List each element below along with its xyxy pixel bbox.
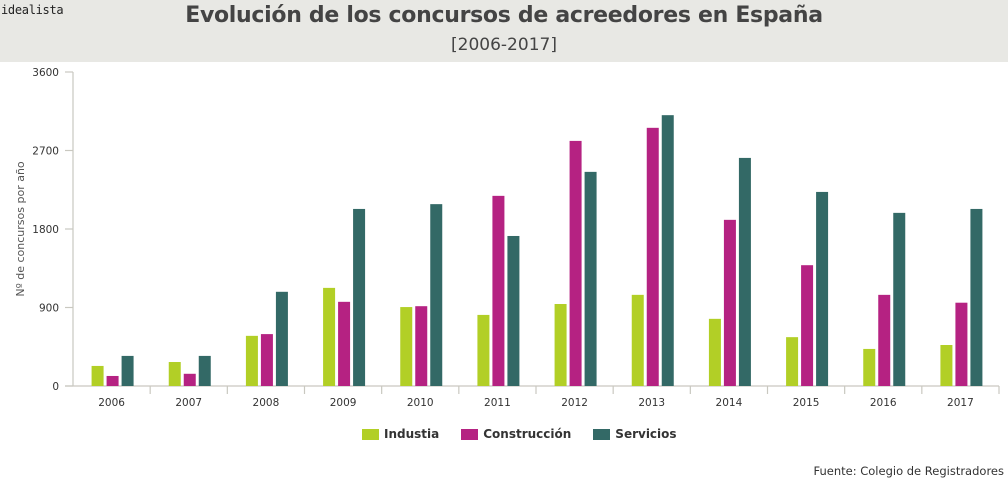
x-tick-label: 2006 xyxy=(98,397,125,409)
x-tick-label: 2011 xyxy=(484,397,511,409)
bar-servicios-2006 xyxy=(121,355,134,386)
bar-construccion-2009 xyxy=(338,301,351,386)
bar-construccion-2017 xyxy=(955,302,968,386)
bar-servicios-2017 xyxy=(970,208,983,386)
x-tick-label: 2015 xyxy=(793,397,820,409)
legend-label-industia: Industia xyxy=(384,427,440,441)
legend-label-servicios: Servicios xyxy=(615,427,677,441)
chart-header: idealista Evolución de los concursos de … xyxy=(0,0,1008,62)
x-tick-label: 2010 xyxy=(407,397,434,409)
bar-servicios-2014 xyxy=(738,157,751,386)
bar-industia-2008 xyxy=(245,335,258,386)
chart-title: Evolución de los concursos de acreedores… xyxy=(185,3,823,28)
bar-construccion-2015 xyxy=(801,265,814,386)
bar-industia-2016 xyxy=(863,348,876,386)
bar-servicios-2008 xyxy=(275,291,288,386)
bar-industia-2012 xyxy=(554,304,567,386)
bar-industia-2010 xyxy=(400,307,413,386)
x-tick-label: 2016 xyxy=(870,397,897,409)
bar-industia-2015 xyxy=(786,337,799,386)
x-tick-label: 2008 xyxy=(253,397,280,409)
bar-industia-2017 xyxy=(940,345,953,386)
y-axis-label: Nº de concursos por año xyxy=(14,161,27,297)
bar-servicios-2007 xyxy=(198,355,211,386)
y-tick-label: 0 xyxy=(52,381,59,393)
bar-construccion-2013 xyxy=(646,127,659,387)
legend-item-construccion: Construcción xyxy=(461,427,571,441)
y-tick-label: 3600 xyxy=(32,67,59,79)
y-tick-label: 2700 xyxy=(32,146,59,158)
y-tick-label: 900 xyxy=(39,303,59,315)
legend-swatch-industia xyxy=(362,428,379,440)
source-note: Fuente: Colegio de Registradores xyxy=(813,464,1004,478)
bar-servicios-2010 xyxy=(430,204,443,386)
bar-industia-2013 xyxy=(631,294,644,386)
chart-legend: Industia Construcción Servicios xyxy=(362,427,699,441)
bar-construccion-2011 xyxy=(492,195,505,386)
bar-industia-2011 xyxy=(477,314,490,386)
chart-subtitle: [2006-2017] xyxy=(451,35,557,55)
x-tick-label: 2007 xyxy=(175,397,202,409)
x-tick-label: 2013 xyxy=(638,397,665,409)
bar-industia-2009 xyxy=(323,287,336,386)
bar-industia-2006 xyxy=(91,365,104,386)
bar-construccion-2007 xyxy=(183,373,196,386)
bar-servicios-2012 xyxy=(584,171,597,386)
legend-label-construccion: Construcción xyxy=(483,427,572,441)
bar-servicios-2015 xyxy=(816,191,829,386)
bar-construccion-2006 xyxy=(106,375,119,386)
bar-servicios-2009 xyxy=(353,208,366,386)
x-tick-label: 2017 xyxy=(947,397,974,409)
x-tick-label: 2012 xyxy=(561,397,588,409)
bar-construccion-2010 xyxy=(415,306,428,386)
legend-item-industia: Industia xyxy=(362,427,439,441)
legend-swatch-construccion xyxy=(461,428,479,440)
x-tick-label: 2014 xyxy=(716,397,743,409)
legend-swatch-servicios xyxy=(593,428,611,440)
x-tick-label: 2009 xyxy=(330,397,357,409)
bar-industia-2007 xyxy=(168,362,181,386)
bar-industia-2014 xyxy=(708,318,721,386)
brand-logo: idealista xyxy=(1,3,64,17)
bar-construccion-2016 xyxy=(878,294,891,386)
bar-servicios-2016 xyxy=(893,212,906,386)
bar-construccion-2012 xyxy=(569,140,582,386)
bar-servicios-2011 xyxy=(507,235,520,386)
bar-servicios-2013 xyxy=(661,115,674,387)
legend-item-servicios: Servicios xyxy=(593,427,677,441)
bar-construccion-2014 xyxy=(723,219,736,386)
bar-construccion-2008 xyxy=(260,334,273,386)
y-tick-label: 1800 xyxy=(32,224,59,236)
